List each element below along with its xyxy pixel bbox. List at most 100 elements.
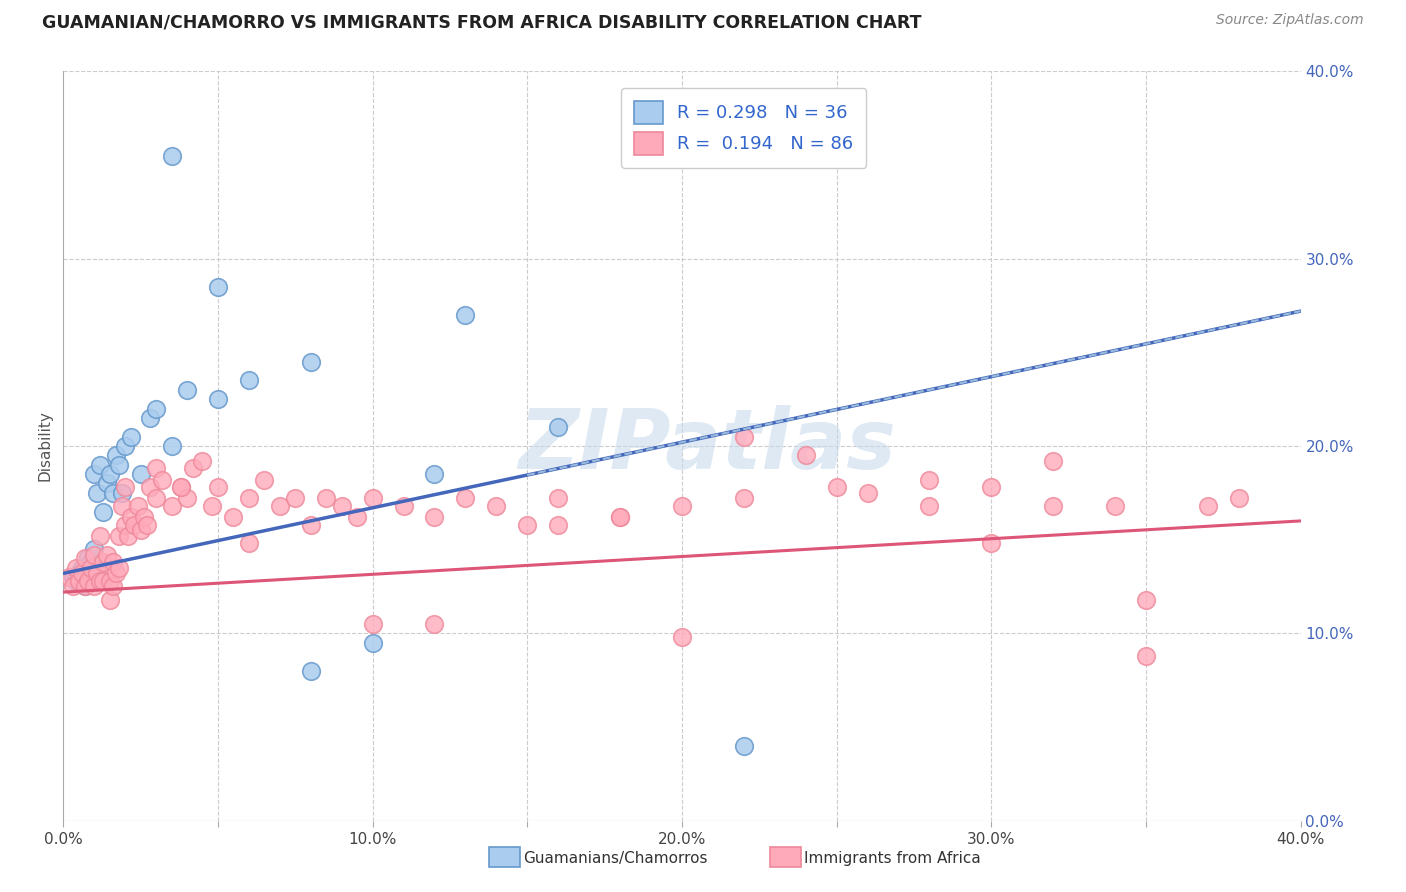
Point	[67, 574, 90, 588]
Point	[108, 529, 131, 543]
Point	[671, 499, 693, 513]
Point	[1104, 499, 1126, 513]
Point	[98, 574, 121, 588]
Point	[135, 517, 157, 532]
Point	[73, 580, 96, 594]
Point	[108, 458, 131, 472]
Point	[160, 499, 183, 513]
Point	[547, 517, 569, 532]
Point	[207, 392, 229, 407]
Point	[160, 149, 183, 163]
Point	[1042, 454, 1064, 468]
Point	[170, 480, 193, 494]
Point	[1135, 648, 1157, 663]
Point	[1042, 499, 1064, 513]
Point	[120, 510, 142, 524]
Point	[93, 555, 115, 569]
Point	[733, 430, 755, 444]
Point	[98, 592, 121, 607]
Point	[111, 499, 134, 513]
Point	[124, 517, 146, 532]
Point	[114, 480, 136, 494]
Point	[454, 491, 477, 506]
Point	[980, 480, 1002, 494]
Point	[361, 635, 384, 649]
Point	[120, 430, 142, 444]
Point	[101, 555, 124, 569]
Point	[825, 480, 848, 494]
Point	[145, 491, 167, 506]
Point	[176, 383, 198, 397]
Point	[96, 548, 118, 562]
Point	[104, 566, 127, 581]
Point	[201, 499, 224, 513]
Point	[104, 448, 127, 462]
Point	[299, 355, 322, 369]
Text: Immigrants from Africa: Immigrants from Africa	[804, 851, 981, 865]
Point	[117, 529, 139, 543]
Point	[80, 561, 103, 575]
Point	[108, 561, 131, 575]
Point	[207, 480, 229, 494]
Point	[191, 454, 214, 468]
Point	[181, 461, 204, 475]
Point	[485, 499, 508, 513]
Point	[361, 491, 384, 506]
Point	[423, 510, 446, 524]
Point	[83, 541, 105, 557]
Text: GUAMANIAN/CHAMORRO VS IMMIGRANTS FROM AFRICA DISABILITY CORRELATION CHART: GUAMANIAN/CHAMORRO VS IMMIGRANTS FROM AF…	[42, 13, 922, 31]
Point	[65, 561, 87, 575]
Point	[423, 467, 446, 482]
Point	[139, 410, 162, 425]
Point	[93, 505, 115, 519]
Point	[454, 308, 477, 322]
Point	[89, 529, 111, 543]
Point	[516, 517, 538, 532]
Point	[299, 664, 322, 678]
Point	[918, 499, 941, 513]
Point	[1227, 491, 1250, 506]
Text: Source: ZipAtlas.com: Source: ZipAtlas.com	[1216, 13, 1364, 28]
Point	[132, 510, 155, 524]
Point	[269, 499, 291, 513]
Y-axis label: Disability: Disability	[37, 410, 52, 482]
Point	[70, 566, 93, 581]
Point	[65, 574, 87, 588]
Point	[62, 580, 84, 594]
Point	[170, 480, 193, 494]
Legend: R = 0.298   N = 36, R =  0.194   N = 86: R = 0.298 N = 36, R = 0.194 N = 86	[621, 88, 866, 168]
Point	[238, 374, 260, 388]
Point	[671, 630, 693, 644]
Point	[284, 491, 307, 506]
Point	[83, 548, 105, 562]
Point	[150, 473, 173, 487]
Point	[83, 580, 105, 594]
Point	[129, 523, 152, 537]
Point	[330, 499, 353, 513]
Point	[392, 499, 415, 513]
Point	[62, 570, 84, 584]
Point	[299, 517, 322, 532]
Point	[83, 467, 105, 482]
Point	[346, 510, 368, 524]
Point	[609, 510, 631, 524]
Point	[609, 510, 631, 524]
Point	[77, 551, 100, 566]
Point	[101, 485, 124, 500]
Point	[794, 448, 817, 462]
Point	[145, 461, 167, 475]
Point	[96, 476, 118, 491]
Point	[253, 473, 276, 487]
Point	[89, 458, 111, 472]
Point	[315, 491, 337, 506]
Point	[67, 566, 90, 581]
Point	[547, 491, 569, 506]
Point	[86, 485, 108, 500]
Point	[145, 401, 167, 416]
Point	[58, 570, 80, 584]
Point	[101, 580, 124, 594]
Point	[176, 491, 198, 506]
Text: ZIPatlas: ZIPatlas	[517, 406, 896, 486]
Point	[207, 280, 229, 294]
Point	[98, 467, 121, 482]
